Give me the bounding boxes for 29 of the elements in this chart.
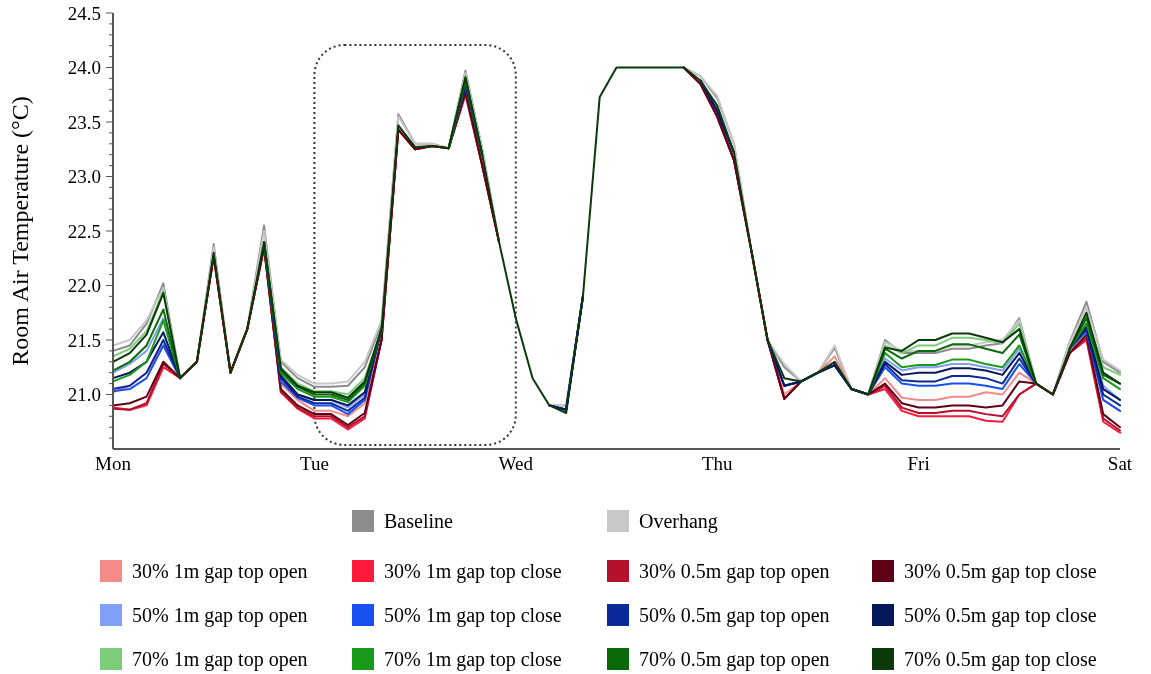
y-tick-label: 23.5 [67, 111, 101, 133]
legend-label: Overhang [639, 510, 718, 533]
x-tick-label: Thu [701, 453, 733, 474]
legend-label: 50% 1m gap top open [132, 604, 308, 627]
legend-label: 30% 1m gap top open [132, 560, 308, 583]
legend-label: 50% 1m gap top close [384, 604, 562, 627]
legend-label: 50% 0.5m gap top close [904, 604, 1097, 627]
legend-label: 70% 0.5m gap top close [904, 648, 1097, 671]
legend-label: 70% 1m gap top open [132, 648, 308, 671]
legend-label: 70% 1m gap top close [384, 648, 562, 671]
x-tick-label: Tue [299, 453, 329, 474]
y-tick-label: 22.0 [67, 275, 101, 297]
legend-label: 30% 1m gap top close [384, 560, 562, 583]
legend-label: 70% 0.5m gap top open [639, 648, 830, 671]
y-tick-label: 21.0 [67, 384, 101, 406]
y-tick-label: 24.0 [67, 57, 101, 79]
legend-label: 30% 0.5m gap top close [904, 560, 1097, 583]
x-tick-label: Sat [1107, 453, 1133, 474]
y-tick-label: 21.5 [67, 329, 101, 351]
legend-label: 30% 0.5m gap top open [639, 560, 830, 583]
x-tick-label: Wed [498, 453, 534, 474]
y-tick-label: 23.0 [67, 166, 101, 188]
y-axis-title: Room Air Temperature (°C) [7, 96, 33, 366]
x-tick-label: Mon [95, 453, 132, 474]
legend-label: 50% 0.5m gap top open [639, 604, 830, 627]
y-tick-label: 22.5 [67, 220, 101, 242]
y-tick-label: 24.5 [67, 2, 101, 24]
legend-label: Baseline [384, 510, 453, 532]
x-tick-label: Fri [907, 453, 930, 474]
